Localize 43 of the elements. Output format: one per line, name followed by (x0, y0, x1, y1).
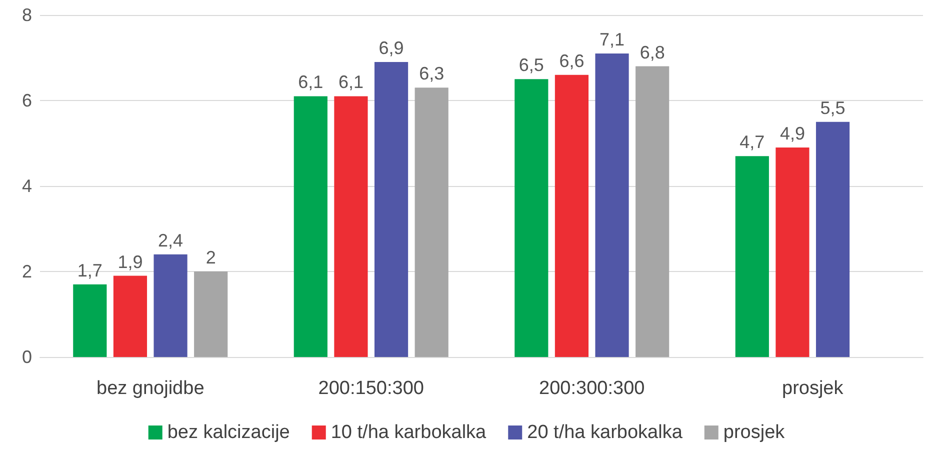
data-label: 6,1 (298, 72, 324, 92)
y-tick-label: 4 (22, 176, 32, 196)
data-label: 2,4 (158, 230, 184, 250)
x-tick-label: bez gnojidbe (96, 378, 204, 399)
bar (334, 96, 368, 357)
bar (73, 284, 107, 357)
x-tick-label: 200:300:300 (539, 378, 645, 399)
data-label: 2 (206, 248, 216, 268)
data-label: 6,6 (559, 50, 584, 71)
bar (154, 254, 188, 357)
data-label: 1,9 (118, 252, 143, 272)
bar (554, 74, 589, 357)
data-label: 6,3 (419, 64, 444, 84)
legend-label: prosjek (723, 422, 786, 443)
x-tick-label: prosjek (782, 378, 844, 399)
data-label: 6,5 (518, 55, 544, 76)
y-tick-label: 2 (22, 262, 32, 282)
bar (294, 96, 328, 357)
bar (735, 156, 769, 357)
data-label: 7,1 (600, 29, 625, 50)
bar (414, 88, 448, 357)
bar (374, 62, 408, 357)
y-tick-label: 0 (22, 347, 32, 367)
x-tick-label: 200:150:300 (318, 378, 424, 399)
data-label: 6,8 (640, 42, 665, 62)
legend-label: 10 t/ha karbokalka (330, 422, 487, 443)
data-label: 5,5 (820, 98, 846, 118)
y-tick-label: 6 (22, 90, 32, 110)
data-label: 4,7 (740, 132, 765, 152)
data-label: 4,9 (780, 124, 805, 144)
legend-label: 20 t/ha karbokalka (527, 422, 683, 443)
bar (595, 53, 629, 357)
data-label: 6,1 (338, 72, 364, 92)
bar (514, 79, 548, 357)
data-label: 6,9 (378, 38, 404, 58)
bar (776, 148, 810, 357)
bar (636, 66, 670, 357)
bar (194, 272, 228, 357)
bar (113, 276, 148, 357)
bar (816, 122, 850, 357)
y-tick-label: 8 (22, 5, 32, 25)
data-label: 1,7 (77, 260, 102, 280)
legend-label: bez kalcizacije (167, 422, 290, 443)
